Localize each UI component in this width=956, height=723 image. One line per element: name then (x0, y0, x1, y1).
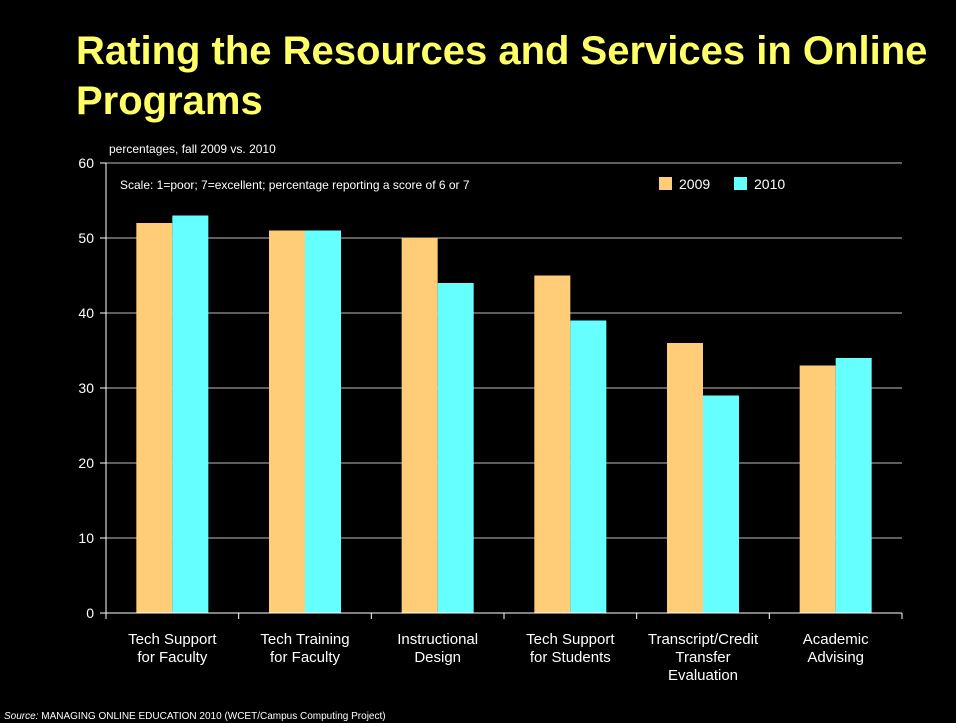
x-category-label: Instructional Design (397, 631, 478, 666)
x-category-label-line: Evaluation (668, 667, 738, 684)
bar-2009-6 (799, 365, 836, 613)
x-category-label-line: Instructional (397, 631, 478, 648)
source-note: Source: MANAGING ONLINE EDUCATION 2010 (… (4, 711, 386, 723)
chart-subtitle: percentages, fall 2009 vs. 2010 (109, 142, 276, 156)
x-category-label-line: Tech Training (260, 631, 349, 648)
bar-2010-5 (703, 395, 739, 613)
y-tick-label: 10 (78, 530, 94, 546)
bar-2010-1 (172, 215, 209, 613)
bar-2010-2 (305, 230, 341, 613)
bar-2009-4 (534, 275, 571, 613)
y-tick-label: 30 (78, 380, 94, 396)
bar-2009-2 (269, 230, 305, 613)
x-category-label-line: Transfer (675, 649, 730, 666)
bar-2010-4 (570, 320, 607, 613)
source-text: MANAGING ONLINE EDUCATION 2010 (WCET/Cam… (41, 711, 386, 722)
bar-2010-3 (437, 283, 474, 613)
source-label: Source: (4, 711, 39, 722)
x-category-label-line: Advising (807, 649, 864, 666)
x-category-label: Tech Support for Faculty (128, 631, 217, 666)
y-tick-label: 50 (78, 230, 94, 246)
slide-title: Rating the Resources and Services in Onl… (76, 29, 928, 123)
x-category-label: Tech Support for Students (526, 631, 615, 666)
bar-2009-1 (136, 223, 173, 613)
legend-label-2009: 2009 (679, 176, 710, 192)
x-category-label-line: for Faculty (270, 649, 341, 666)
bar-2009-5 (667, 343, 703, 613)
bar-2010-6 (835, 358, 872, 613)
x-category-label-line: for Faculty (137, 649, 208, 666)
x-category-label-line: Tech Support (526, 631, 615, 648)
y-tick-label: 0 (86, 605, 94, 621)
bar-2009-3 (401, 238, 438, 613)
legend-swatch-2009 (659, 177, 672, 190)
legend: 2009 2010 (659, 176, 785, 192)
gridlines (106, 162, 902, 539)
x-category-label-line: Transcript/Credit (648, 631, 759, 648)
y-tick-label: 40 (78, 305, 94, 321)
x-category-label: Transcript/Credit Transfer Evaluation (648, 631, 759, 684)
chart-scale-note: Scale: 1=poor; 7=excellent; percentage r… (120, 178, 470, 192)
legend-swatch-2010 (734, 177, 747, 190)
legend-label-2010: 2010 (754, 176, 785, 192)
y-tick-label: 60 (78, 155, 94, 171)
bars (136, 215, 872, 613)
x-category-label-line: Tech Support (128, 631, 217, 648)
x-category-label: Tech Training for Faculty (260, 631, 349, 666)
x-category-label: Academic Advising (803, 631, 869, 666)
y-tick-label: 20 (78, 455, 94, 471)
x-category-label-line: Design (414, 649, 461, 666)
x-category-label-line: Academic (803, 631, 869, 648)
x-category-label-line: for Students (530, 649, 611, 666)
